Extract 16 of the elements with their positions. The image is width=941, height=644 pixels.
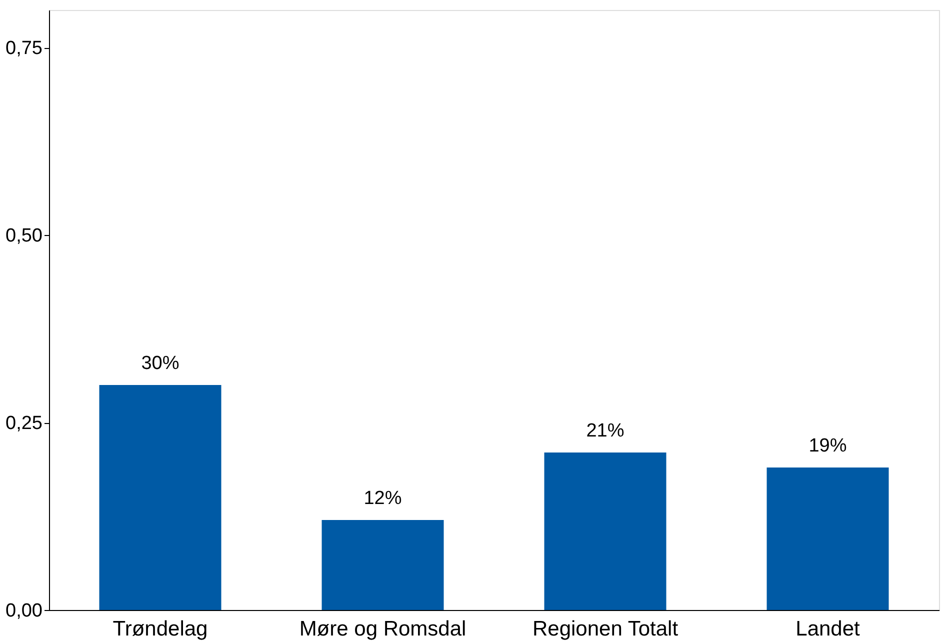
data-label: 21% [586, 420, 624, 442]
y-tick-label: 0,25 [6, 413, 42, 434]
data-label: 30% [141, 353, 180, 374]
x-tick-label: Landet [796, 618, 860, 640]
bar [766, 468, 889, 610]
data-label: 12% [364, 488, 402, 509]
x-tick-label: Trøndelag [112, 618, 208, 640]
bar [99, 385, 222, 610]
y-tick-label: 0,50 [6, 226, 42, 246]
bar [544, 452, 666, 610]
x-tick-label: Møre og Romsdal [299, 618, 466, 640]
y-tick-label: 0,00 [6, 600, 42, 622]
x-tick-label: Regionen Totalt [532, 618, 678, 640]
y-tick-label: 0,75 [6, 38, 42, 59]
bar [322, 520, 444, 610]
data-label: 19% [808, 436, 847, 456]
